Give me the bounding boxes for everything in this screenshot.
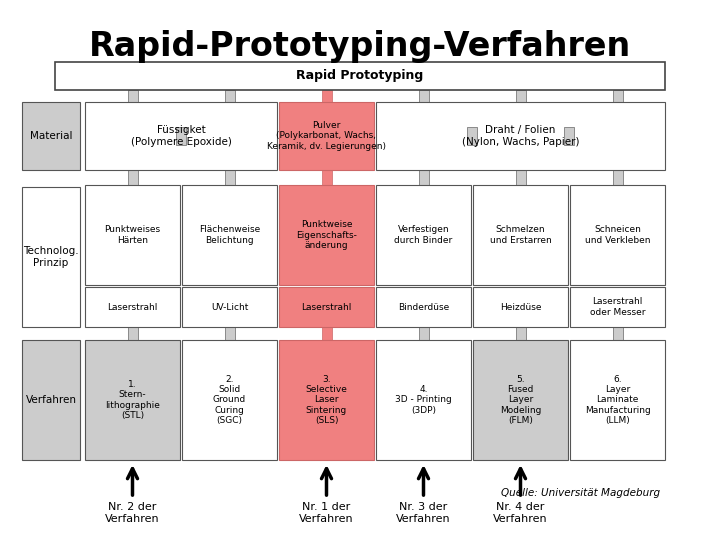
Text: Pulver
(Polykarbonat, Wachs,
Keramik, dv. Legierungen): Pulver (Polykarbonat, Wachs, Keramik, dv… <box>267 121 386 151</box>
Text: 5.
Fused
Layer
Modeling
(FLM): 5. Fused Layer Modeling (FLM) <box>500 375 541 426</box>
Bar <box>613 170 623 187</box>
Bar <box>225 90 235 102</box>
Bar <box>22 340 80 460</box>
Bar <box>85 185 180 285</box>
Text: Schneicen
und Verkleben: Schneicen und Verkleben <box>585 225 650 245</box>
Text: Punktweise
Eigenschafts-
änderung: Punktweise Eigenschafts- änderung <box>296 220 357 250</box>
Text: Technolog.
Prinzip: Technolog. Prinzip <box>23 246 78 268</box>
Bar <box>85 102 277 170</box>
Bar <box>279 340 374 460</box>
Text: Binderdüse: Binderdüse <box>398 302 449 312</box>
Bar <box>570 185 665 285</box>
Text: Nr. 4 der
Verfahren: Nr. 4 der Verfahren <box>493 502 548 524</box>
Text: Verfestigen
durch Binder: Verfestigen durch Binder <box>395 225 453 245</box>
Bar <box>613 327 623 340</box>
Bar <box>467 127 477 145</box>
Text: 1.
Stern-
lithographie
(STL): 1. Stern- lithographie (STL) <box>105 380 160 420</box>
Bar <box>182 287 277 327</box>
Bar <box>418 327 428 340</box>
Bar <box>225 327 235 340</box>
Bar <box>279 287 374 327</box>
Text: Laserstrahl: Laserstrahl <box>301 302 351 312</box>
Bar <box>85 287 180 327</box>
Text: Schmelzen
und Erstarren: Schmelzen und Erstarren <box>490 225 552 245</box>
Text: 3.
Selective
Laser
Sintering
(SLS): 3. Selective Laser Sintering (SLS) <box>305 375 348 426</box>
Text: Nr. 1 der
Verfahren: Nr. 1 der Verfahren <box>300 502 354 524</box>
Bar <box>22 102 80 170</box>
Text: Draht / Folien
(Nylon, Wachs, Papier): Draht / Folien (Nylon, Wachs, Papier) <box>462 125 580 147</box>
Bar <box>376 102 665 170</box>
Bar <box>473 340 568 460</box>
Bar <box>376 340 471 460</box>
Bar <box>55 62 665 90</box>
Bar <box>322 170 331 187</box>
Bar <box>418 90 428 102</box>
Text: Laserstrahl
oder Messer: Laserstrahl oder Messer <box>590 298 645 316</box>
Bar <box>127 170 138 187</box>
Bar <box>570 287 665 327</box>
Bar <box>564 127 574 145</box>
Bar <box>22 187 80 327</box>
Text: Verfahren: Verfahren <box>25 395 76 405</box>
Bar <box>279 185 374 285</box>
Bar <box>418 170 428 187</box>
Bar <box>225 170 235 187</box>
Text: Punktweises
Härten: Punktweises Härten <box>104 225 161 245</box>
Text: Heizdüse: Heizdüse <box>500 302 541 312</box>
Bar <box>516 327 526 340</box>
Text: Nr. 2 der
Verfahren: Nr. 2 der Verfahren <box>105 502 160 524</box>
Bar <box>127 90 138 102</box>
Bar <box>322 90 331 102</box>
Bar <box>85 340 180 460</box>
Bar <box>322 327 331 340</box>
Text: 2.
Solid
Ground
Curing
(SGC): 2. Solid Ground Curing (SGC) <box>213 375 246 426</box>
Bar <box>613 90 623 102</box>
Text: Rapid-Prototyping-Verfahren: Rapid-Prototyping-Verfahren <box>89 30 631 63</box>
Text: UV-Licht: UV-Licht <box>211 302 248 312</box>
Bar <box>376 185 471 285</box>
Bar <box>127 327 138 340</box>
Text: Füssigket
(Polymere Epoxide): Füssigket (Polymere Epoxide) <box>130 125 231 147</box>
Text: 6.
Layer
Laminate
Manufacturing
(LLM): 6. Layer Laminate Manufacturing (LLM) <box>585 375 650 426</box>
Text: Material: Material <box>30 131 72 141</box>
Text: Rapid Prototyping: Rapid Prototyping <box>297 70 423 83</box>
Bar <box>473 287 568 327</box>
Text: 4.
3D - Printing
(3DP): 4. 3D - Printing (3DP) <box>395 385 452 415</box>
Bar <box>376 287 471 327</box>
Bar <box>516 170 526 187</box>
Bar <box>516 90 526 102</box>
Text: Quelle: Universität Magdeburg: Quelle: Universität Magdeburg <box>501 488 660 498</box>
Bar <box>473 185 568 285</box>
Bar <box>279 102 374 170</box>
Text: Flächenweise
Belichtung: Flächenweise Belichtung <box>199 225 260 245</box>
Bar <box>570 340 665 460</box>
Text: Nr. 3 der
Verfahren: Nr. 3 der Verfahren <box>396 502 451 524</box>
Bar <box>182 185 277 285</box>
Bar <box>176 127 186 145</box>
Bar <box>182 340 277 460</box>
Text: Laserstrahl: Laserstrahl <box>107 302 158 312</box>
